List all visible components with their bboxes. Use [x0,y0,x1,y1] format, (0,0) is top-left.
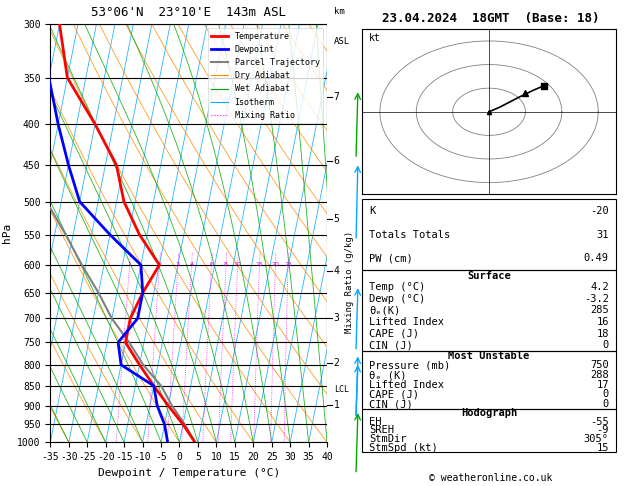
Text: 285: 285 [590,306,609,315]
Bar [362,351,616,409]
Text: 10: 10 [234,262,242,267]
Text: Pressure (mb): Pressure (mb) [369,361,450,370]
Text: CIN (J): CIN (J) [369,340,413,350]
Text: 6: 6 [209,262,213,267]
Text: 3: 3 [334,313,340,324]
Text: Surface: Surface [467,271,511,281]
Text: 23.04.2024  18GMT  (Base: 18): 23.04.2024 18GMT (Base: 18) [382,12,599,25]
Text: CIN (J): CIN (J) [369,399,413,409]
Text: -20: -20 [590,206,609,216]
Text: Dewp (°C): Dewp (°C) [369,294,426,304]
Text: 31: 31 [596,230,609,240]
Text: 20: 20 [272,262,279,267]
Text: PW (cm): PW (cm) [369,253,413,263]
Text: Lifted Index: Lifted Index [369,380,444,390]
Text: Hodograph: Hodograph [461,408,517,418]
Text: 2: 2 [334,358,340,367]
Text: CAPE (J): CAPE (J) [369,389,420,399]
Text: 0: 0 [603,389,609,399]
Text: © weatheronline.co.uk: © weatheronline.co.uk [429,473,552,483]
Text: 15: 15 [596,443,609,452]
Text: 8: 8 [224,262,228,267]
Y-axis label: hPa: hPa [1,223,11,243]
Text: 0: 0 [603,340,609,350]
Text: ASL: ASL [334,37,350,46]
Text: 2: 2 [157,262,162,267]
Text: -3.2: -3.2 [584,294,609,304]
Text: 1: 1 [334,400,340,410]
Text: 0.49: 0.49 [584,253,609,263]
Text: CAPE (J): CAPE (J) [369,329,420,339]
Text: 288: 288 [590,370,609,380]
Text: 305°: 305° [584,434,609,444]
Text: Mixing Ratio (g/kg): Mixing Ratio (g/kg) [345,231,353,333]
Text: LCL: LCL [334,385,348,395]
Text: Lifted Index: Lifted Index [369,317,444,327]
Title: 53°06'N  23°10'E  143m ASL: 53°06'N 23°10'E 143m ASL [91,6,286,19]
Text: -55: -55 [590,417,609,427]
Text: 7: 7 [334,92,340,102]
Text: km: km [334,7,345,16]
Text: StmDir: StmDir [369,434,407,444]
Text: 4: 4 [189,262,194,267]
Text: θₑ(K): θₑ(K) [369,306,401,315]
Text: 5: 5 [334,213,340,224]
Text: 4: 4 [334,266,340,276]
Text: 0: 0 [603,399,609,409]
Text: EH: EH [369,417,382,427]
Text: -9: -9 [596,426,609,435]
Text: 6: 6 [334,156,340,166]
Text: 16: 16 [596,317,609,327]
Text: 25: 25 [284,262,292,267]
Text: 750: 750 [590,361,609,370]
Text: 4.2: 4.2 [590,282,609,293]
Text: Totals Totals: Totals Totals [369,230,450,240]
Text: kt: kt [369,33,381,43]
X-axis label: Dewpoint / Temperature (°C): Dewpoint / Temperature (°C) [97,468,280,478]
Bar [362,199,616,270]
Text: K: K [369,206,376,216]
Text: 3: 3 [176,262,180,267]
Text: 18: 18 [596,329,609,339]
Bar [362,409,616,452]
Text: 17: 17 [596,380,609,390]
Text: Most Unstable: Most Unstable [448,351,530,361]
Text: Temp (°C): Temp (°C) [369,282,426,293]
Text: 1: 1 [128,262,131,267]
Legend: Temperature, Dewpoint, Parcel Trajectory, Dry Adiabat, Wet Adiabat, Isotherm, Mi: Temperature, Dewpoint, Parcel Trajectory… [208,29,323,123]
Text: θₑ (K): θₑ (K) [369,370,407,380]
Text: StmSpd (kt): StmSpd (kt) [369,443,438,452]
Bar [362,270,616,351]
Text: 15: 15 [255,262,264,267]
Text: SREH: SREH [369,426,394,435]
